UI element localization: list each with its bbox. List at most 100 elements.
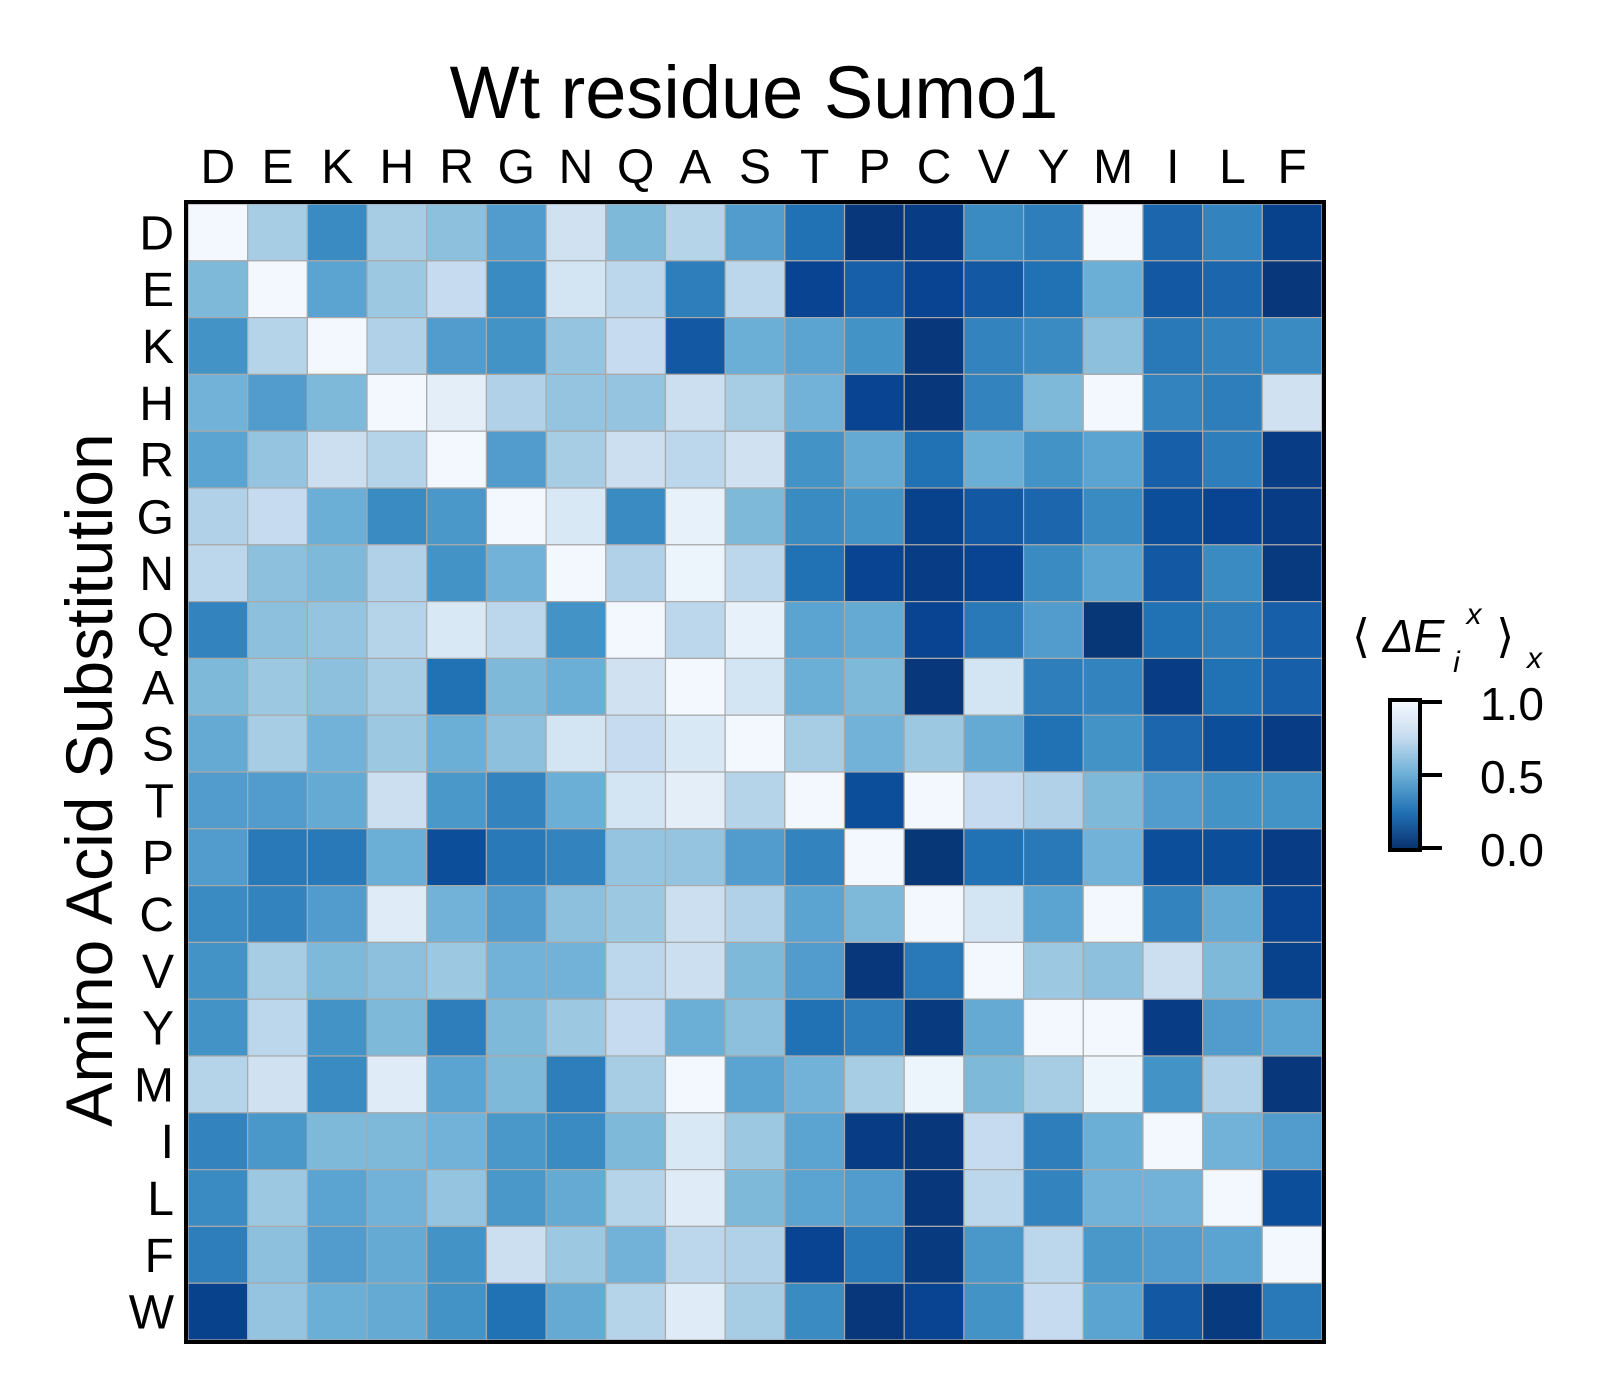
heatmap-cell-Q-T xyxy=(784,600,846,659)
heatmap-cell-I-P xyxy=(843,1112,905,1171)
heatmap-cell-A-V xyxy=(963,657,1025,716)
heatmap-cell-R-F xyxy=(1261,430,1323,489)
y-tick-label-Q: Q xyxy=(137,605,174,658)
heatmap-cell-G-D xyxy=(187,487,249,546)
x-tick-label-I: I xyxy=(1166,141,1179,194)
heatmap-cell-K-T xyxy=(784,317,846,376)
heatmap-cell-H-E xyxy=(247,373,308,432)
heatmap-cell-A-Y xyxy=(1022,657,1084,716)
heatmap-cell-P-I xyxy=(1142,828,1204,887)
heatmap-cell-H-F xyxy=(1261,373,1323,432)
heatmap-cell-A-F xyxy=(1261,657,1323,716)
heatmap-cell-L-R xyxy=(426,1168,488,1227)
colorbar-label-superscript: x xyxy=(1465,598,1483,631)
heatmap-cell-Y-N xyxy=(545,998,607,1057)
heatmap-cell-V-V xyxy=(963,941,1025,1000)
heatmap-cell-C-M xyxy=(1082,884,1144,943)
heatmap-cell-I-L xyxy=(1202,1112,1263,1171)
y-tick-label-K: K xyxy=(142,321,174,374)
heatmap-cell-I-A xyxy=(664,1112,726,1171)
heatmap-cell-N-G xyxy=(485,544,547,603)
heatmap-cell-V-D xyxy=(187,941,249,1000)
heatmap-cell-P-N xyxy=(545,828,607,887)
heatmap-cell-A-L xyxy=(1202,657,1263,716)
heatmap-cell-Y-K xyxy=(306,998,368,1057)
heatmap-cell-S-E xyxy=(247,714,308,773)
heatmap-cell-A-G xyxy=(485,657,547,716)
x-tick-label-A: A xyxy=(679,141,711,194)
heatmap-cell-K-Q xyxy=(605,317,667,376)
heatmap-cell-P-Q xyxy=(605,828,667,887)
heatmap-cell-W-Q xyxy=(605,1282,667,1341)
heatmap-cell-D-N xyxy=(545,203,607,262)
y-tick-label-Y: Y xyxy=(142,1003,174,1056)
heatmap-cell-Q-K xyxy=(306,600,368,659)
heatmap-cell-Q-L xyxy=(1202,600,1263,659)
heatmap-cell-E-T xyxy=(784,260,846,319)
heatmap-cell-R-Y xyxy=(1022,430,1084,489)
heatmap-cell-V-F xyxy=(1261,941,1323,1000)
y-tick-label-V: V xyxy=(142,946,174,999)
heatmap-cell-C-L xyxy=(1202,884,1263,943)
y-tick-label-N: N xyxy=(139,548,174,601)
heatmap-cell-N-L xyxy=(1202,544,1263,603)
x-tick-label-D: D xyxy=(201,141,236,194)
y-tick-label-F: F xyxy=(145,1230,174,1283)
heatmap-cell-K-V xyxy=(963,317,1025,376)
heatmap-cell-C-G xyxy=(485,884,547,943)
heatmap-cell-Q-I xyxy=(1142,600,1204,659)
heatmap-cell-R-A xyxy=(664,430,726,489)
heatmap-cell-C-R xyxy=(426,884,488,943)
heatmap-cell-Y-V xyxy=(963,998,1025,1057)
y-tick-label-C: C xyxy=(139,889,174,942)
heatmap-cell-C-C xyxy=(903,884,965,943)
heatmap-cell-F-Y xyxy=(1022,1225,1084,1284)
heatmap-cell-A-K xyxy=(306,657,368,716)
heatmap-cell-N-T xyxy=(784,544,846,603)
heatmap-cell-G-N xyxy=(545,487,607,546)
heatmap-cell-W-G xyxy=(485,1282,547,1341)
colorbar-label-outer-subscript: x xyxy=(1525,642,1543,675)
heatmap-cell-M-E xyxy=(247,1055,308,1114)
y-tick-label-T: T xyxy=(145,775,174,828)
heatmap-cell-H-G xyxy=(485,373,547,432)
heatmap-cell-D-Y xyxy=(1022,203,1084,262)
heatmap-cell-C-T xyxy=(784,884,846,943)
heatmap-cell-K-P xyxy=(843,317,905,376)
heatmap-cell-D-F xyxy=(1261,203,1323,262)
x-tick-label-V: V xyxy=(978,141,1010,194)
heatmap-cell-H-K xyxy=(306,373,368,432)
heatmap-cell-P-M xyxy=(1082,828,1144,887)
heatmap-cell-Y-E xyxy=(247,998,308,1057)
heatmap-cell-M-L xyxy=(1202,1055,1263,1114)
y-tick-label-P: P xyxy=(142,832,174,885)
heatmap-cell-K-K xyxy=(306,317,368,376)
heatmap-cell-S-K xyxy=(306,714,368,773)
heatmap-cell-N-Q xyxy=(605,544,667,603)
heatmap-cell-G-C xyxy=(903,487,965,546)
heatmap-cell-E-C xyxy=(903,260,965,319)
heatmap-cell-Q-P xyxy=(843,600,905,659)
heatmap-cell-V-H xyxy=(366,941,428,1000)
x-tick-label-K: K xyxy=(321,141,353,194)
heatmap-cell-M-I xyxy=(1142,1055,1204,1114)
heatmap-cell-G-Y xyxy=(1022,487,1084,546)
heatmap-cell-N-R xyxy=(426,544,488,603)
heatmap-cell-L-H xyxy=(366,1168,428,1227)
heatmap-cell-N-F xyxy=(1261,544,1323,603)
heatmap-cell-S-T xyxy=(784,714,846,773)
y-tick-label-L: L xyxy=(147,1173,174,1226)
heatmap-cell-Q-M xyxy=(1082,600,1144,659)
heatmap-cell-L-E xyxy=(247,1168,308,1227)
heatmap-cell-R-I xyxy=(1142,430,1204,489)
y-tick-label-R: R xyxy=(139,435,174,488)
heatmap-cell-Y-M xyxy=(1082,998,1144,1057)
heatmap-cell-K-G xyxy=(485,317,547,376)
colorbar-label: ⟨ ΔE i x ⟩ x xyxy=(1352,582,1543,682)
heatmap-cell-W-E xyxy=(247,1282,308,1341)
heatmap-cell-P-G xyxy=(485,828,547,887)
heatmap-cell-W-S xyxy=(724,1282,786,1341)
heatmap-cell-I-C xyxy=(903,1112,965,1171)
heatmap-cell-G-T xyxy=(784,487,846,546)
